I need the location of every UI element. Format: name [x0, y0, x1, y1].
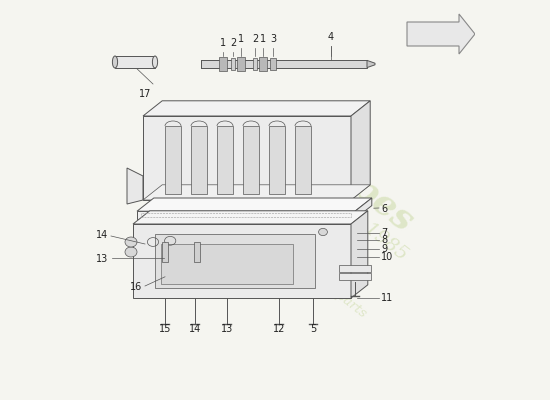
- Text: 5: 5: [310, 324, 316, 334]
- Text: 13: 13: [221, 324, 233, 334]
- Polygon shape: [269, 126, 285, 194]
- Polygon shape: [243, 126, 259, 194]
- Text: 4: 4: [328, 32, 334, 42]
- Text: 8: 8: [381, 235, 387, 245]
- Polygon shape: [127, 168, 143, 204]
- Text: 14: 14: [189, 324, 201, 334]
- Polygon shape: [162, 242, 168, 262]
- Polygon shape: [115, 56, 155, 68]
- Text: 14: 14: [96, 230, 108, 240]
- Polygon shape: [194, 242, 200, 262]
- Ellipse shape: [112, 56, 118, 68]
- Text: 6: 6: [381, 204, 387, 214]
- Polygon shape: [351, 101, 370, 200]
- Polygon shape: [351, 211, 368, 298]
- Polygon shape: [260, 57, 267, 71]
- Polygon shape: [219, 57, 227, 71]
- Polygon shape: [367, 60, 375, 68]
- Polygon shape: [355, 198, 372, 219]
- Ellipse shape: [152, 56, 158, 68]
- Ellipse shape: [125, 237, 137, 247]
- Polygon shape: [238, 57, 245, 71]
- Polygon shape: [217, 126, 233, 194]
- Text: 15: 15: [159, 324, 171, 334]
- Text: 11: 11: [381, 293, 393, 303]
- Text: 10: 10: [381, 252, 393, 262]
- Polygon shape: [137, 198, 372, 211]
- Polygon shape: [143, 101, 370, 116]
- Text: 3: 3: [270, 34, 276, 44]
- Polygon shape: [295, 126, 311, 194]
- Polygon shape: [339, 265, 371, 272]
- Polygon shape: [231, 58, 235, 70]
- Text: 13: 13: [96, 254, 108, 264]
- Polygon shape: [137, 211, 355, 219]
- Polygon shape: [133, 211, 368, 224]
- Text: 7: 7: [381, 228, 387, 238]
- Text: 1: 1: [220, 38, 226, 48]
- Polygon shape: [155, 234, 315, 288]
- Polygon shape: [201, 60, 367, 68]
- Text: 2: 2: [252, 34, 258, 44]
- Polygon shape: [407, 14, 475, 54]
- Ellipse shape: [125, 247, 137, 257]
- Polygon shape: [161, 244, 293, 284]
- Polygon shape: [253, 58, 257, 70]
- Text: 1: 1: [260, 34, 266, 44]
- Text: europes: europes: [273, 113, 421, 239]
- Text: 16: 16: [130, 282, 142, 292]
- Text: a passion for parts: a passion for parts: [262, 232, 369, 320]
- Polygon shape: [143, 116, 351, 200]
- Polygon shape: [133, 224, 351, 298]
- Ellipse shape: [318, 228, 327, 236]
- Text: 17: 17: [139, 89, 151, 99]
- Polygon shape: [143, 185, 370, 200]
- Text: since 1985: since 1985: [315, 184, 411, 264]
- Polygon shape: [339, 273, 371, 280]
- Text: 12: 12: [273, 324, 285, 334]
- Polygon shape: [191, 126, 207, 194]
- Polygon shape: [165, 126, 181, 194]
- Text: 2: 2: [230, 38, 236, 48]
- Polygon shape: [271, 58, 276, 70]
- Text: 9: 9: [381, 244, 387, 254]
- Text: 1: 1: [238, 34, 244, 44]
